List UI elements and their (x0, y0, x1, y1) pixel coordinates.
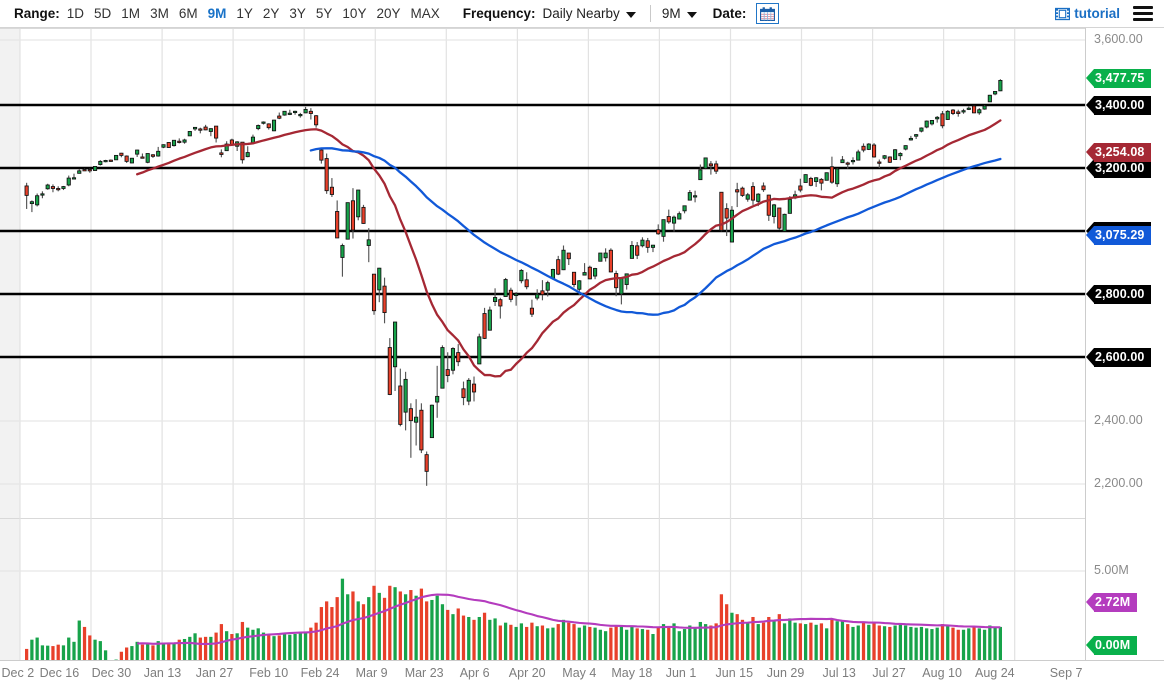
menu-bar (1133, 6, 1153, 9)
price-level-tag-340000: 3,400.00 (1086, 95, 1152, 115)
range-option-5y[interactable]: 5Y (315, 6, 333, 21)
range-option-3m[interactable]: 3M (150, 6, 169, 21)
price-level-tag-320000: 3,200.00 (1086, 158, 1152, 178)
tutorial-link[interactable]: tutorial (1074, 6, 1120, 21)
gridlines (0, 29, 1085, 660)
price-tick-240000: 2,400.00 (1094, 413, 1143, 427)
date-label: May 4 (562, 666, 597, 680)
range-option-20y[interactable]: 20Y (376, 6, 401, 21)
date-label: Feb 24 (300, 666, 340, 680)
range-option-3y[interactable]: 3Y (289, 6, 306, 21)
price-level-tag-260000: 2,600.00 (1086, 347, 1152, 367)
tag-value: 3,477.75 (1094, 68, 1152, 88)
tag-value: 2,800.00 (1094, 284, 1152, 304)
price-axis[interactable]: 3,600.003,400.003,200.003,000.002,800.00… (1085, 28, 1164, 660)
date-label: Feb 10 (249, 666, 289, 680)
calendar-icon[interactable] (756, 3, 780, 24)
date-label: Sep 7 (1049, 666, 1083, 680)
divider (649, 5, 651, 22)
range-selector: 1D 5D 1M 3M 6M 9M 1Y 2Y 3Y 5Y 10Y 20Y MAX (67, 6, 450, 21)
hamburger-menu-icon[interactable] (1133, 6, 1153, 21)
date-label: Dec 2 (1, 666, 35, 680)
tag-arrow (1086, 96, 1094, 114)
tag-value: 3,075.29 (1094, 225, 1152, 245)
tag-arrow (1086, 159, 1094, 177)
range-option-9m[interactable]: 9M (207, 6, 227, 21)
range-option-2y[interactable]: 2Y (262, 6, 280, 21)
range-option-6m[interactable]: 6M (178, 6, 198, 21)
last-price-tag: 3,477.75 (1086, 68, 1152, 88)
tag-arrow (1086, 285, 1094, 303)
range-option-10y[interactable]: 10Y (342, 6, 367, 21)
date-label: Mar 9 (355, 666, 388, 680)
film-icon[interactable] (1055, 7, 1071, 21)
tag-arrow (1086, 143, 1094, 161)
chevron-down-icon[interactable] (686, 11, 697, 18)
frequency-value[interactable]: Daily Nearby (542, 6, 620, 21)
date-label: Dec 30 (91, 666, 132, 680)
price-tick-220000: 2,200.00 (1094, 476, 1143, 490)
tag-arrow (1086, 636, 1094, 654)
date-axis[interactable]: Dec 2 Dec 16 Dec 30 Jan 13 Jan 27 Feb 10 Feb 2… (0, 660, 1164, 687)
tag-value: 2.72M (1094, 592, 1138, 612)
price-level-tag-280000: 2,800.00 (1086, 284, 1152, 304)
tag-value: 3,200.00 (1094, 158, 1152, 178)
date-label: Jun 15 (715, 666, 754, 680)
date-label: May 18 (611, 666, 653, 680)
menu-bar (1133, 12, 1153, 15)
price-tick-360000: 3,600.00 (1094, 32, 1143, 46)
chart-toolbar: Range: 1D 5D 1M 3M 6M 9M 1Y 2Y 3Y 5Y 10Y 20Y MAX Fre… (0, 0, 1164, 28)
chart-canvas[interactable]: 3,600.003,400.003,200.003,000.002,800.00… (0, 28, 1164, 660)
ma-slow-tag: 3,075.29 (1086, 225, 1152, 245)
tag-value: 0.00M (1094, 635, 1138, 655)
date-label: Apr 20 (508, 666, 546, 680)
chevron-down-icon[interactable] (625, 11, 636, 18)
date-label: Date: (712, 6, 747, 21)
calendar-glyph (760, 6, 776, 21)
date-label: Aug 24 (975, 666, 1015, 680)
range-option-1y[interactable]: 1Y (236, 6, 253, 21)
plot-top-border (0, 28, 1085, 29)
tag-arrow (1086, 348, 1094, 366)
tag-arrow (1086, 593, 1094, 611)
date-label: Jul 13 (822, 666, 856, 680)
plot-background (0, 28, 1085, 660)
date-label: Aug 10 (922, 666, 962, 680)
range-option-5d[interactable]: 5D (94, 6, 112, 21)
candlestick-series (24, 79, 1003, 486)
volume-pane-top-border (0, 518, 1085, 519)
tag-arrow (1086, 69, 1094, 87)
date-label: Mar 23 (404, 666, 444, 680)
tag-value: 3,400.00 (1094, 95, 1152, 115)
volume-tick-500M: 5.00M (1094, 563, 1129, 577)
range-option-max[interactable]: MAX (410, 6, 440, 21)
volume-zero-tag: 0.00M (1086, 635, 1138, 655)
date-label: Jul 27 (872, 666, 906, 680)
date-label: Jun 29 (766, 666, 805, 680)
date-label: Apr 6 (459, 666, 490, 680)
date-label: Jun 1 (665, 666, 697, 680)
range-option-1m[interactable]: 1M (121, 6, 141, 21)
range-label: Range: (14, 6, 60, 21)
volume-series (25, 578, 1002, 660)
date-label: Jan 27 (195, 666, 234, 680)
ma-fast-tag: 3,254.08 (1086, 142, 1152, 162)
range-option-1d[interactable]: 1D (66, 6, 85, 21)
date-label: Dec 16 (39, 666, 80, 680)
tutorial-area: tutorial (1055, 6, 1164, 21)
tag-arrow (1086, 226, 1094, 244)
volume-ma-tag: 2.72M (1086, 592, 1138, 612)
tag-value: 2,600.00 (1094, 347, 1152, 367)
frequency-label: Frequency: (462, 6, 536, 21)
period-value[interactable]: 9M (661, 6, 681, 21)
left-gutter (0, 28, 20, 660)
date-label: Jan 13 (143, 666, 182, 680)
tag-value: 3,254.08 (1094, 142, 1152, 162)
menu-bar (1133, 18, 1153, 21)
